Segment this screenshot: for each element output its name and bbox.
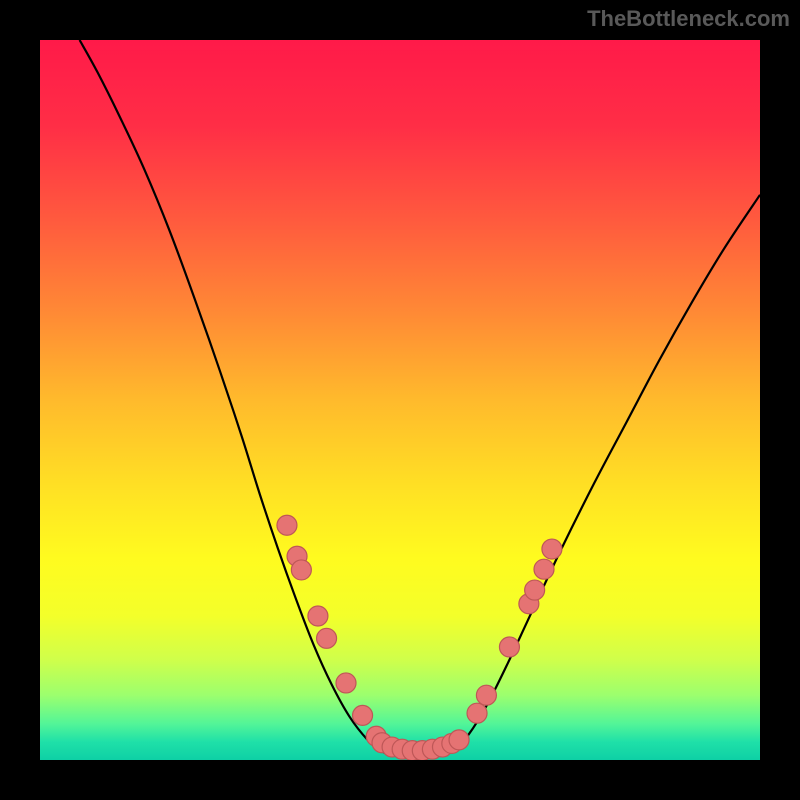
left-curve: [80, 40, 393, 756]
left-marker: [277, 515, 297, 535]
right-marker: [499, 637, 519, 657]
left-marker: [336, 673, 356, 693]
watermark-text: TheBottleneck.com: [587, 6, 790, 32]
right-marker: [449, 730, 469, 750]
right-marker: [467, 703, 487, 723]
plot-area: [40, 40, 760, 760]
left-marker: [291, 560, 311, 580]
left-marker: [317, 628, 337, 648]
right-marker: [476, 685, 496, 705]
right-marker: [542, 539, 562, 559]
chart-container: { "meta": { "watermark_text": "TheBottle…: [0, 0, 800, 800]
curves-layer: [40, 40, 760, 760]
left-marker: [353, 705, 373, 725]
right-marker: [525, 580, 545, 600]
right-marker: [534, 559, 554, 579]
left-marker: [308, 606, 328, 626]
right-curve: [443, 195, 760, 756]
